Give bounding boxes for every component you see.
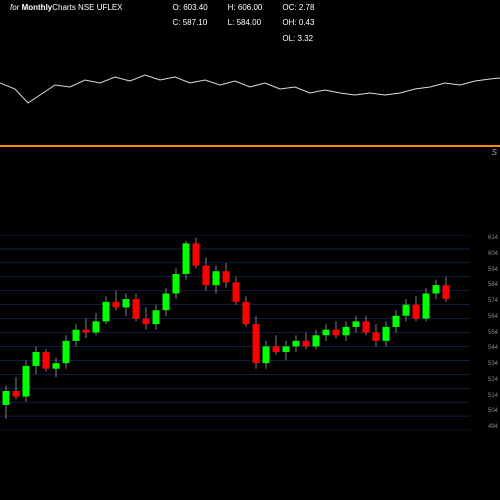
y-tick-label: 514: [488, 393, 498, 399]
title-suffix: Charts NSE UFLEX: [52, 3, 122, 12]
y-tick-label: 564: [488, 314, 498, 320]
y-tick-label: 544: [488, 345, 498, 351]
ohlc-oh: OH: 0.43: [282, 18, 314, 31]
y-tick-label: 574: [488, 298, 498, 304]
candlestick-chart: [0, 235, 470, 430]
y-tick-label: 504: [488, 408, 498, 414]
ohlc-low: L: 584.00: [228, 18, 263, 31]
ohlc-oc: OC: 2.78: [282, 3, 314, 16]
y-tick-label: 554: [488, 330, 498, 336]
ohlc-close: C: 587.10: [173, 18, 208, 31]
y-tick-label: 604: [488, 251, 498, 257]
ohlc-open: O: 603.40: [173, 3, 208, 16]
indicator-line-chart: [0, 45, 500, 125]
y-tick-label: 534: [488, 361, 498, 367]
y-tick-label: 614: [488, 235, 498, 241]
panel-divider: [0, 145, 500, 147]
y-tick-label: 494: [488, 424, 498, 430]
y-tick-label: 524: [488, 377, 498, 383]
chart-header: for MonthlyCharts NSE UFLEX O: 603.40 H:…: [0, 0, 500, 50]
ohlc-readout: O: 603.40 H: 606.00 OC: 2.78 C: 587.10 L…: [173, 3, 315, 47]
chart-title: for MonthlyCharts NSE UFLEX: [0, 3, 123, 47]
ohlc-high: H: 606.00: [228, 3, 263, 16]
title-prefix: for: [10, 3, 19, 12]
y-axis-ticks: 614 604 594 584 574 564 554 544 534 524 514 504 494: [488, 235, 498, 430]
y-tick-label: 594: [488, 267, 498, 273]
y-tick-label: 584: [488, 282, 498, 288]
side-marker: S: [492, 148, 497, 157]
title-bold: Monthly: [22, 3, 53, 12]
